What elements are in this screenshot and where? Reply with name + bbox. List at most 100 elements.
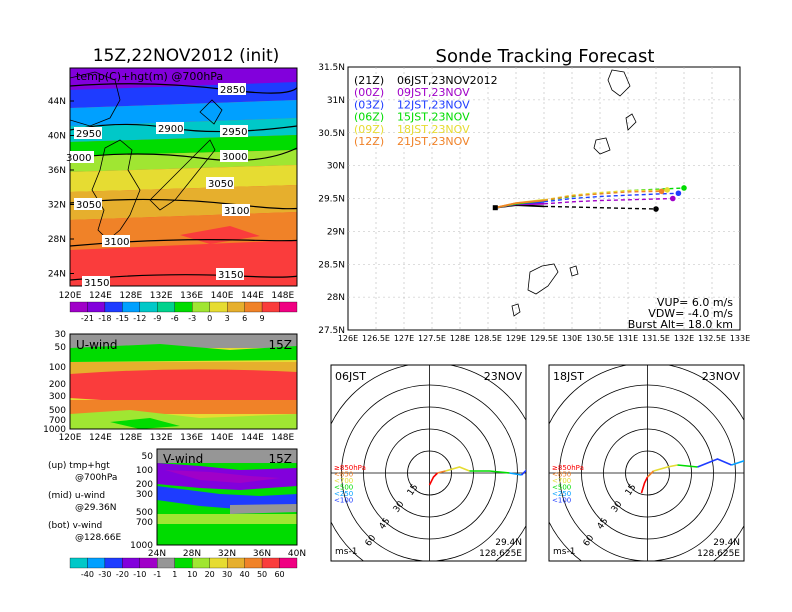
lon-tick-label: 128.5E xyxy=(474,334,502,343)
hodo-trace xyxy=(445,466,470,472)
colorbar-label: -6 xyxy=(171,314,179,323)
run-label: 06JST,23NOV2012 xyxy=(397,74,498,87)
hodo-trace xyxy=(646,470,655,478)
launch-point xyxy=(492,205,498,211)
contour-label: 3150 xyxy=(84,278,109,289)
lon-tick-label: 126E xyxy=(338,334,358,343)
lat-tick-label: 29N xyxy=(327,227,345,237)
lon-tick-label: 120E xyxy=(59,433,82,443)
run-code: (12Z) xyxy=(354,135,384,148)
lon-tick-label: 127.5E xyxy=(418,334,446,343)
hodo-legend-item: <700 xyxy=(334,477,353,485)
hodo-trace xyxy=(640,476,649,494)
pressure-tick-label: 50 xyxy=(142,452,154,462)
colorbar-swatch xyxy=(261,301,280,313)
pressure-tick-label: 300 xyxy=(49,392,66,402)
hodo-trace xyxy=(697,458,732,468)
colorbar-swatch xyxy=(122,301,140,313)
run-label: 09JST,23NOV xyxy=(397,86,470,99)
contour-label: 2900 xyxy=(158,124,183,135)
pressure-tick-label: 700 xyxy=(49,416,66,426)
lat-tick-label: 29.5N xyxy=(318,195,345,205)
lat-tick-label: 31N xyxy=(327,96,345,106)
temperature-map-panel: temp(C)+hgt(m) @700hPa 2850 2950 2900 29… xyxy=(48,67,298,301)
run-code: (09Z) xyxy=(354,123,384,136)
lon-tick-label: 126.5E xyxy=(362,334,390,343)
colorbar-swatch xyxy=(139,301,158,313)
hodo-trace xyxy=(469,470,510,474)
contour-label: 3100 xyxy=(104,237,129,248)
lon-tick-label: 130.5E xyxy=(586,334,614,343)
hodo-time: 18JST xyxy=(553,370,584,383)
colorbar-label: 60 xyxy=(274,570,284,579)
lon-tick-label: 148E xyxy=(271,291,294,301)
colorbar-swatch xyxy=(174,301,193,313)
lon-tick-label: 132E xyxy=(674,334,694,343)
panel-notes: (up) tmp+hgt @700hPa (mid) u-wind @29.36N (b… xyxy=(48,461,121,543)
run-code: (21Z) xyxy=(354,74,384,87)
lon-tick-label: 127E xyxy=(394,334,414,343)
lat-tick-label: 40N xyxy=(288,549,306,559)
lat-tick-label: 44N xyxy=(48,97,66,107)
contour-label: 3100 xyxy=(224,206,249,217)
hodo-lat: 29.4N xyxy=(495,538,522,548)
lat-tick-label: 36N xyxy=(253,549,271,559)
burst-point xyxy=(653,206,659,212)
note-line: (up) tmp+hgt xyxy=(48,461,110,471)
hodo-date: 23NOV xyxy=(484,370,523,383)
run-code: (06Z) xyxy=(354,111,384,124)
colorbar-label: 10 xyxy=(187,570,197,579)
colorbar-label: -30 xyxy=(98,570,111,579)
colorbar-swatch xyxy=(227,301,245,313)
pressure-tick-label: 700 xyxy=(136,518,153,528)
hodo-trace xyxy=(731,460,744,466)
launch-param: VUP= 6.0 m/s xyxy=(657,296,733,309)
hodo-lon: 128.625E xyxy=(479,549,522,559)
colorbar-swatch xyxy=(87,557,106,569)
contour-label: 3150 xyxy=(218,270,243,281)
colorbar-swatch xyxy=(157,557,175,569)
lat-tick-label: 32N xyxy=(48,201,66,211)
track-panel: 31.5N 31N 30.5N 30N 29.5N 29N 28.5N 28N 27.5N 12… xyxy=(318,63,750,343)
run-label: 15JST,23NOV xyxy=(397,111,470,124)
lat-tick-label: 28.5N xyxy=(318,260,345,270)
hodo-trace xyxy=(752,463,766,473)
hodo-trace xyxy=(437,470,446,474)
colorbar-swatch xyxy=(174,557,193,569)
v-wind-time: 15Z xyxy=(269,452,293,466)
lat-tick-label: 27.5N xyxy=(318,326,345,336)
colorbar-swatch xyxy=(192,301,210,313)
track-line-forecast xyxy=(543,190,662,202)
contour-label: 2950 xyxy=(222,127,247,138)
lat-tick-label: 28N xyxy=(327,293,345,303)
hodo-legend-item: ≥850hPa xyxy=(334,464,366,472)
lon-tick-label: 140E xyxy=(211,291,234,301)
pressure-tick-label: 500 xyxy=(136,508,153,518)
colorbar-swatch xyxy=(69,301,88,313)
note-line: @700hPa xyxy=(75,473,117,483)
colorbar-swatch xyxy=(157,301,175,313)
hodo-legend-item: <500 xyxy=(552,484,571,492)
pressure-tick-label: 500 xyxy=(49,406,66,416)
pressure-tick-label: 100 xyxy=(49,363,66,373)
lon-tick-label: 132.5E xyxy=(698,334,726,343)
colorbar-label: -10 xyxy=(133,570,146,579)
burst-point xyxy=(658,188,665,195)
lon-tick-label: 129E xyxy=(506,334,526,343)
track-line-forecast xyxy=(543,192,679,203)
lon-tick-label: 128E xyxy=(450,334,470,343)
lon-tick-label: 136E xyxy=(180,433,203,443)
colorbar-label: -1 xyxy=(153,570,161,579)
hodo-trace xyxy=(520,469,526,476)
pressure-tick-label: 1000 xyxy=(130,541,153,551)
colorbar-swatch xyxy=(209,301,228,313)
colorbar-label: 20 xyxy=(205,570,215,579)
v-wind-colorbar: -40 -30 -20 -10 -1 1 10 20 30 40 50 60 xyxy=(69,557,298,579)
lon-tick-label: 136E xyxy=(180,291,203,301)
hodo-trace xyxy=(677,464,698,468)
lon-tick-label: 131E xyxy=(618,334,638,343)
lon-tick-label: 133E xyxy=(730,334,750,343)
colorbar-label: -18 xyxy=(98,314,111,323)
run-label: 21JST,23NOV xyxy=(397,135,470,148)
